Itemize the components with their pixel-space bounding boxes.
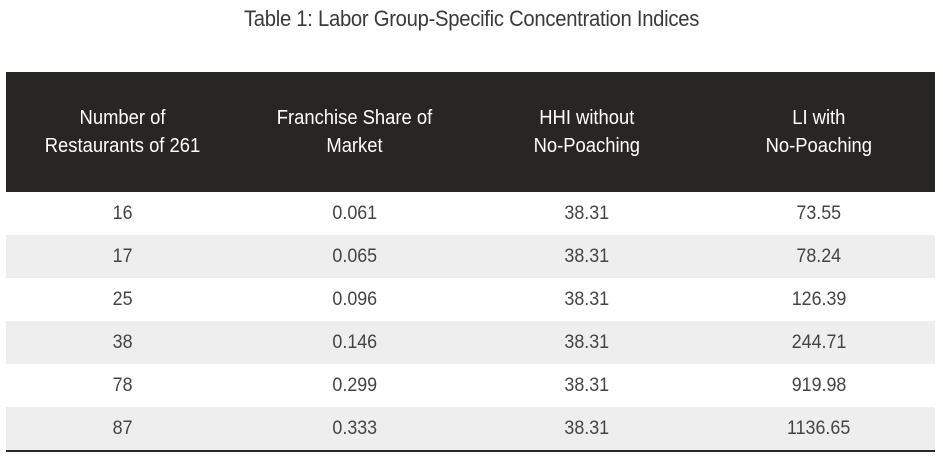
cell-restaurants: 87 [6, 407, 239, 450]
cell-value: 0.333 [332, 417, 377, 439]
cell-franchise-share: 0.061 [238, 192, 471, 235]
cell-li: 919.98 [702, 364, 935, 407]
cell-value: 0.146 [332, 331, 377, 353]
cell-value: 0.061 [332, 202, 377, 224]
cell-value: 38.31 [564, 374, 609, 396]
cell-hhi: 38.31 [470, 278, 703, 321]
cell-value: 38 [112, 331, 133, 353]
cell-li: 244.71 [702, 321, 935, 364]
concentration-table-container: Number of Restaurants of 261 Franchise S… [6, 72, 935, 452]
header-cell-hhi: HHI without No-Poaching [470, 72, 703, 192]
cell-restaurants: 16 [6, 192, 239, 235]
header-label-restaurants: Number of Restaurants of 261 [44, 107, 200, 157]
cell-hhi: 38.31 [470, 407, 703, 450]
cell-hhi: 38.31 [470, 235, 703, 278]
table-row: 87 0.333 38.31 1136.65 [6, 407, 935, 450]
cell-value: 0.065 [332, 245, 377, 267]
header-label-franchise-share: Franchise Share of Market [276, 107, 433, 157]
cell-franchise-share: 0.065 [238, 235, 471, 278]
cell-franchise-share: 0.299 [238, 364, 471, 407]
header-row: Number of Restaurants of 261 Franchise S… [6, 72, 935, 192]
cell-value: 0.299 [332, 374, 377, 396]
cell-value: 16 [112, 202, 133, 224]
header-label-li: LI with No-Poaching [765, 107, 873, 157]
header-cell-restaurants: Number of Restaurants of 261 [6, 72, 239, 192]
cell-value: 17 [112, 245, 133, 267]
cell-value: 87 [112, 417, 133, 439]
header-label-hhi: HHI without No-Poaching [533, 107, 640, 157]
cell-restaurants: 78 [6, 364, 239, 407]
cell-restaurants: 38 [6, 321, 239, 364]
cell-value: 126.39 [791, 288, 847, 310]
cell-value: 919.98 [791, 374, 847, 396]
cell-value: 78 [112, 374, 133, 396]
cell-franchise-share: 0.096 [238, 278, 471, 321]
cell-value: 38.31 [564, 417, 609, 439]
table-row: 17 0.065 38.31 78.24 [6, 235, 935, 278]
cell-li: 78.24 [702, 235, 935, 278]
table-row: 25 0.096 38.31 126.39 [6, 278, 935, 321]
cell-hhi: 38.31 [470, 321, 703, 364]
header-cell-franchise-share: Franchise Share of Market [238, 72, 471, 192]
cell-franchise-share: 0.333 [238, 407, 471, 450]
cell-restaurants: 17 [6, 235, 239, 278]
cell-hhi: 38.31 [470, 192, 703, 235]
cell-value: 38.31 [564, 202, 609, 224]
table-row: 38 0.146 38.31 244.71 [6, 321, 935, 364]
table-title: Table 1: Labor Group-Specific Concentrat… [243, 6, 700, 31]
cell-value: 73.55 [796, 202, 842, 224]
cell-value: 38.31 [564, 288, 609, 310]
cell-franchise-share: 0.146 [238, 321, 471, 364]
cell-li: 1136.65 [702, 407, 935, 450]
cell-value: 0.096 [332, 288, 377, 310]
table-body: 16 0.061 38.31 73.55 17 0.065 38.31 78.2… [6, 192, 935, 450]
cell-hhi: 38.31 [470, 364, 703, 407]
cell-value: 38.31 [564, 331, 609, 353]
cell-restaurants: 25 [6, 278, 239, 321]
table-header: Number of Restaurants of 261 Franchise S… [6, 72, 935, 192]
header-cell-li: LI with No-Poaching [702, 72, 935, 192]
cell-value: 78.24 [796, 245, 842, 267]
concentration-table: Number of Restaurants of 261 Franchise S… [6, 72, 935, 450]
cell-value: 244.71 [791, 331, 847, 353]
table-row: 16 0.061 38.31 73.55 [6, 192, 935, 235]
cell-value: 1136.65 [787, 417, 851, 439]
cell-value: 38.31 [564, 245, 609, 267]
cell-value: 25 [112, 288, 133, 310]
cell-li: 73.55 [702, 192, 935, 235]
table-row: 78 0.299 38.31 919.98 [6, 364, 935, 407]
cell-li: 126.39 [702, 278, 935, 321]
